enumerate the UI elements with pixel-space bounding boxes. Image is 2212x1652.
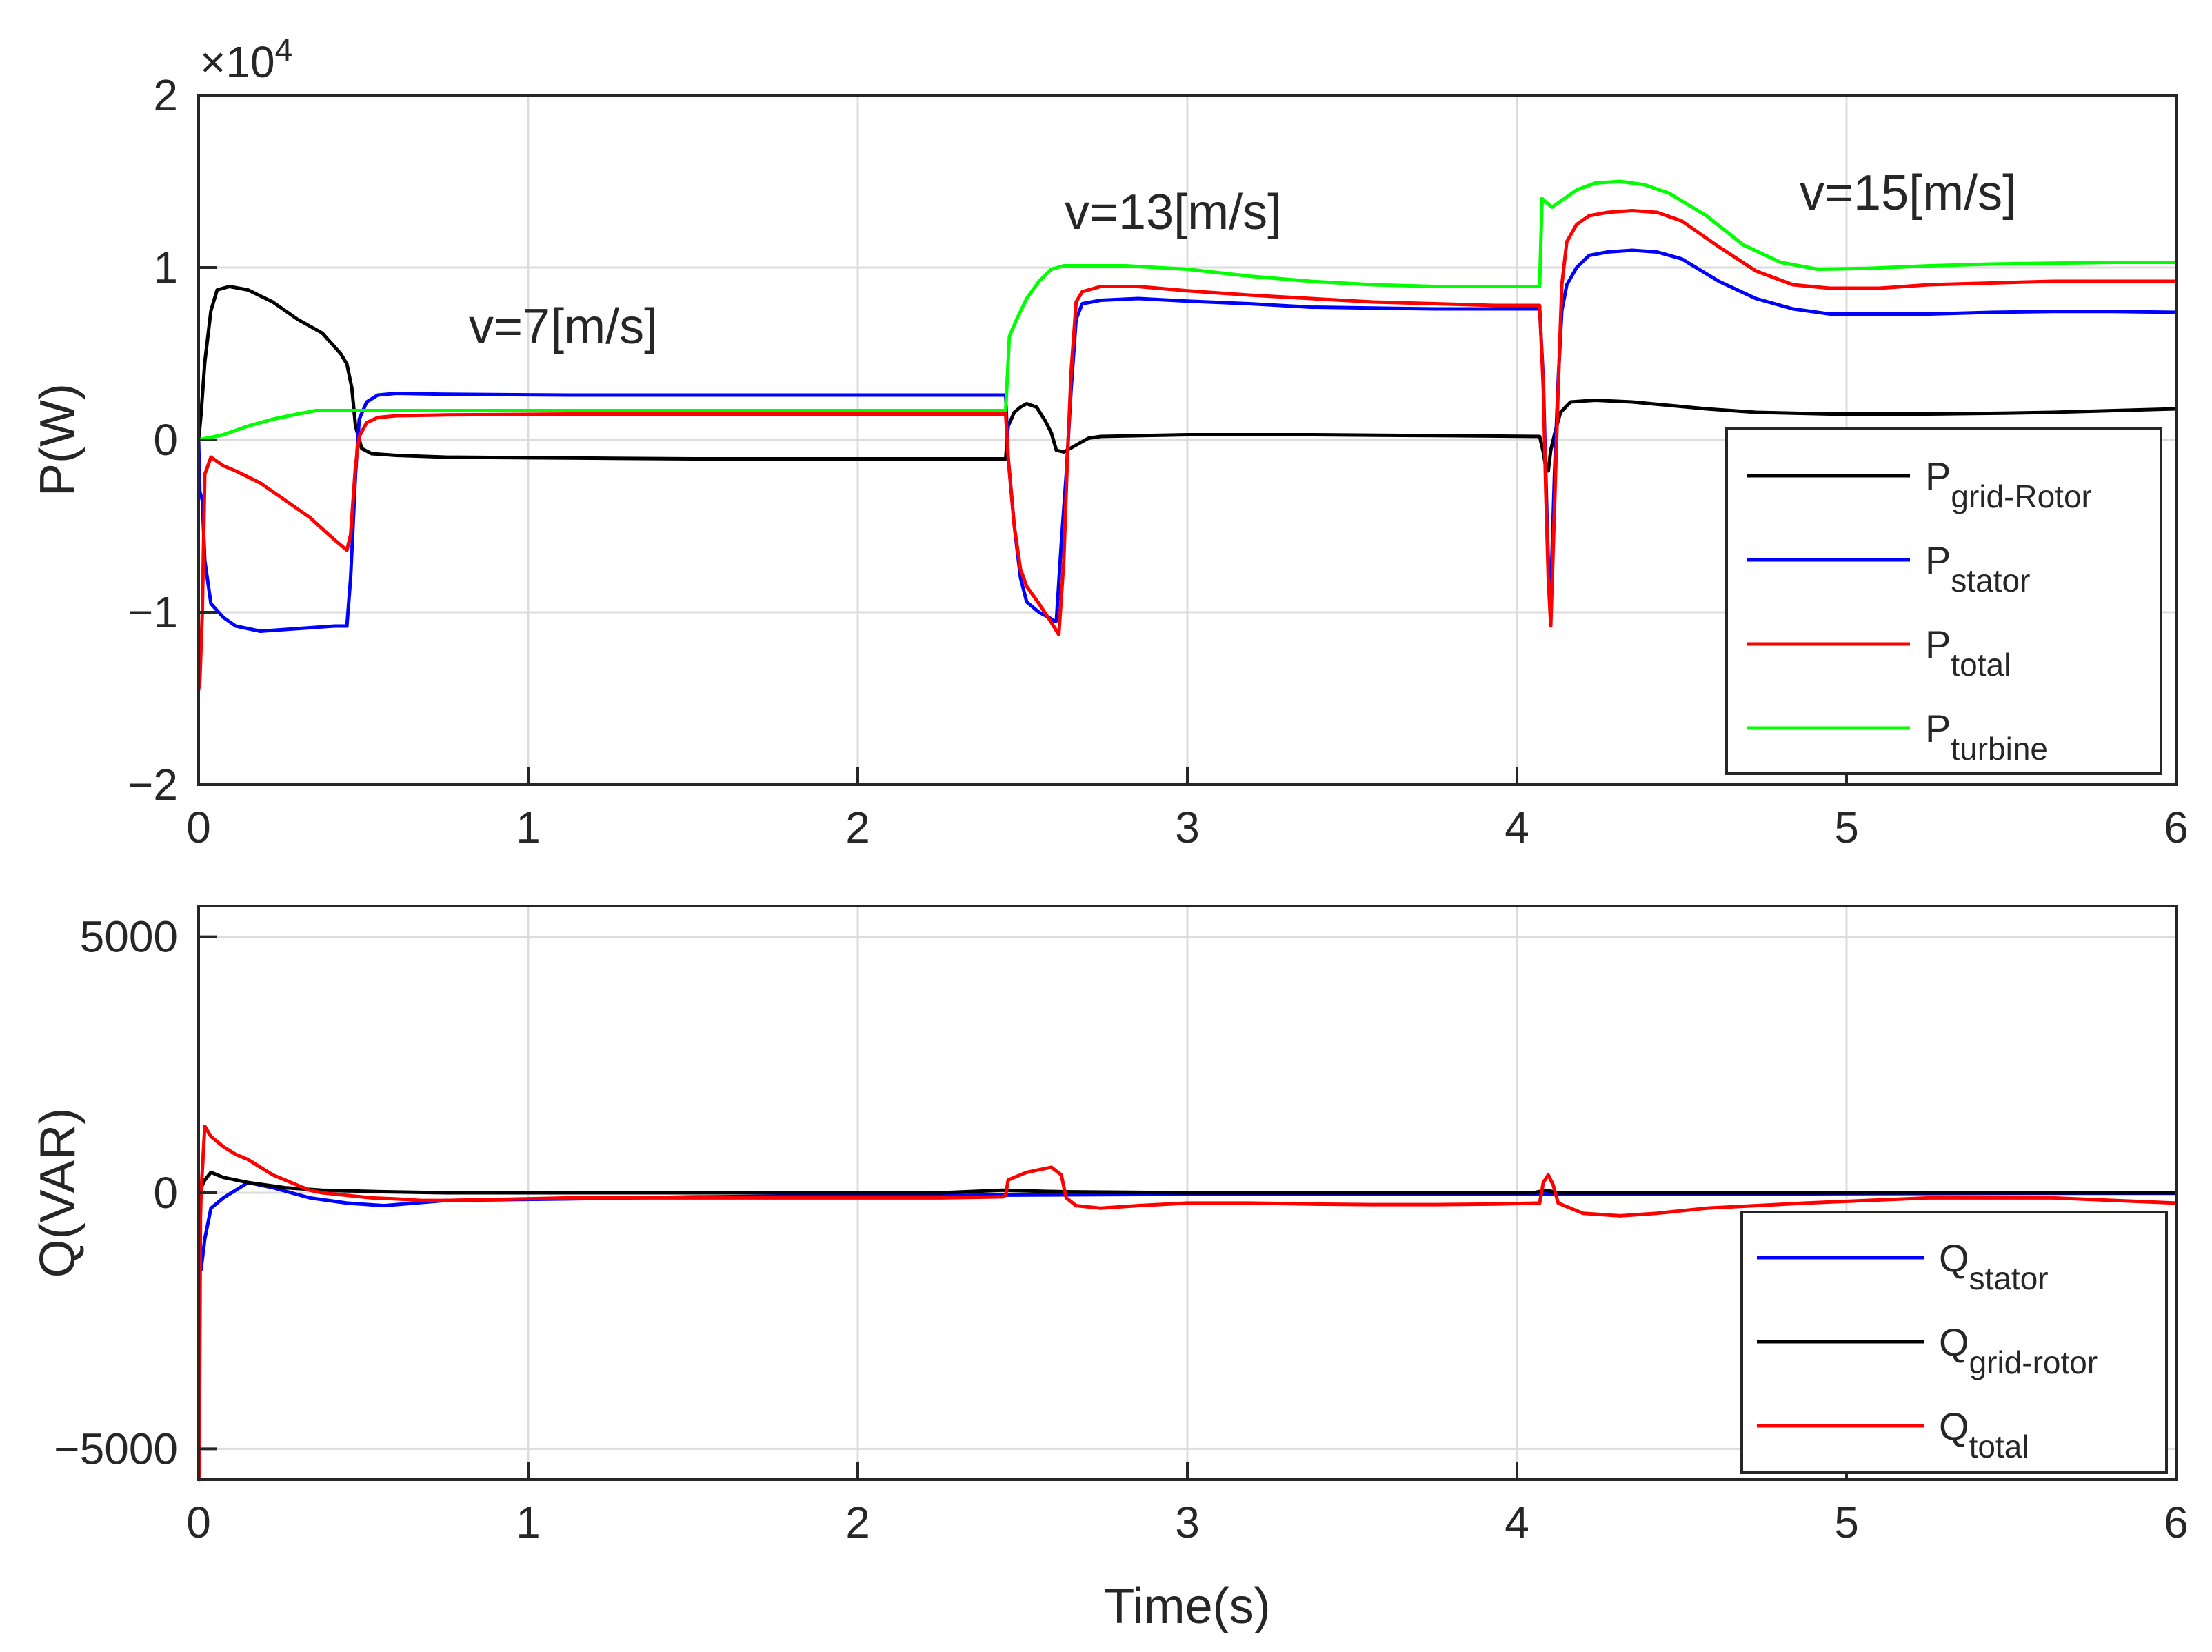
series-p-turbine bbox=[197, 179, 2178, 442]
legend-label-p-turbine: Pturbine bbox=[1925, 707, 2048, 767]
legend-entry-p-total: Ptotal bbox=[1747, 623, 2011, 683]
power-y-tick-label: −2 bbox=[128, 760, 178, 809]
legend-entry-p-grid-rotor: Pgrid-Rotor bbox=[1747, 454, 2092, 514]
series-p-grid-rotor bbox=[197, 285, 2178, 473]
reactive-x-tick-label: 6 bbox=[2164, 1498, 2189, 1547]
power-x-tick-label: 5 bbox=[1834, 803, 1859, 852]
reactive-x-tick-label: 0 bbox=[186, 1498, 211, 1547]
power-y-axis-label: P(W) bbox=[30, 383, 86, 496]
series-q-grid-rotor bbox=[197, 1170, 2178, 1195]
reactive-chart-series bbox=[197, 1124, 2178, 1482]
annotation-v13: v=13[m/s] bbox=[1065, 185, 1281, 240]
reactive-chart-x-ticks: 0 1 2 3 4 5 6 bbox=[186, 1462, 2189, 1547]
reactive-y-tick-label: −5000 bbox=[54, 1424, 178, 1473]
power-chart-y-ticks: −2 −1 0 1 2 bbox=[128, 70, 217, 809]
series-q-total bbox=[197, 1124, 2178, 1482]
series-p-total bbox=[197, 209, 2178, 692]
reactive-y-tick-label: 5000 bbox=[80, 912, 178, 962]
reactive-x-tick-label: 1 bbox=[516, 1498, 541, 1547]
legend-label-p-stator: Pstator bbox=[1925, 538, 2030, 598]
legend-entry-p-stator: Pstator bbox=[1747, 538, 2030, 598]
reactive-x-tick-label: 2 bbox=[845, 1498, 870, 1547]
legend-label-q-total: Qtotal bbox=[1939, 1404, 2029, 1464]
legend-entry-q-total: Qtotal bbox=[1757, 1404, 2029, 1464]
legend-label-p-grid-rotor: Pgrid-Rotor bbox=[1925, 454, 2092, 514]
power-y-tick-label: 1 bbox=[153, 243, 178, 292]
reactive-x-tick-label: 5 bbox=[1834, 1498, 1859, 1547]
power-chart: 0 1 2 3 4 5 6 −2 −1 0 1 2 ×104 P(W) v=7[m/s] v=13[… bbox=[30, 32, 2189, 852]
power-chart-series bbox=[197, 179, 2178, 692]
time-x-axis-label: Time(s) bbox=[1104, 1579, 1270, 1634]
y-exponent-label: ×104 bbox=[200, 32, 292, 87]
power-y-tick-label: 0 bbox=[153, 415, 178, 465]
power-x-tick-label: 2 bbox=[845, 803, 870, 852]
legend-label-q-stator: Qstator bbox=[1939, 1236, 2049, 1296]
power-x-tick-label: 6 bbox=[2164, 803, 2189, 852]
legend-entry-q-stator: Qstator bbox=[1757, 1236, 2049, 1296]
reactive-legend: Qstator Qgrid-rotor Qtotal bbox=[1740, 1211, 2168, 1474]
reactive-chart-y-ticks: −5000 0 5000 bbox=[54, 912, 217, 1473]
power-x-tick-label: 0 bbox=[186, 803, 211, 852]
legend-entry-p-turbine: Pturbine bbox=[1747, 707, 2048, 767]
legend-label-p-total: Ptotal bbox=[1925, 623, 2011, 683]
power-x-tick-label: 4 bbox=[1505, 803, 1529, 852]
power-y-tick-label: 2 bbox=[153, 70, 178, 120]
power-chart-x-ticks: 0 1 2 3 4 5 6 bbox=[186, 767, 2189, 852]
power-legend-box bbox=[1725, 427, 2162, 775]
power-x-tick-label: 1 bbox=[516, 803, 541, 852]
reactive-x-tick-label: 3 bbox=[1175, 1498, 1200, 1547]
legend-entry-q-grid-rotor: Qgrid-rotor bbox=[1757, 1320, 2098, 1380]
power-x-tick-label: 3 bbox=[1175, 803, 1200, 852]
power-legend: Pgrid-Rotor Pstator Ptotal Pturbine bbox=[1725, 427, 2162, 775]
reactive-y-axis-label: Q(VAR) bbox=[30, 1108, 86, 1278]
reactive-y-tick-label: 0 bbox=[153, 1168, 178, 1218]
annotation-v15: v=15[m/s] bbox=[1800, 165, 2016, 221]
annotation-v7: v=7[m/s] bbox=[469, 299, 658, 354]
power-y-tick-label: −1 bbox=[128, 587, 178, 637]
reactive-x-tick-label: 4 bbox=[1505, 1498, 1529, 1547]
legend-label-q-grid-rotor: Qgrid-rotor bbox=[1939, 1320, 2098, 1380]
